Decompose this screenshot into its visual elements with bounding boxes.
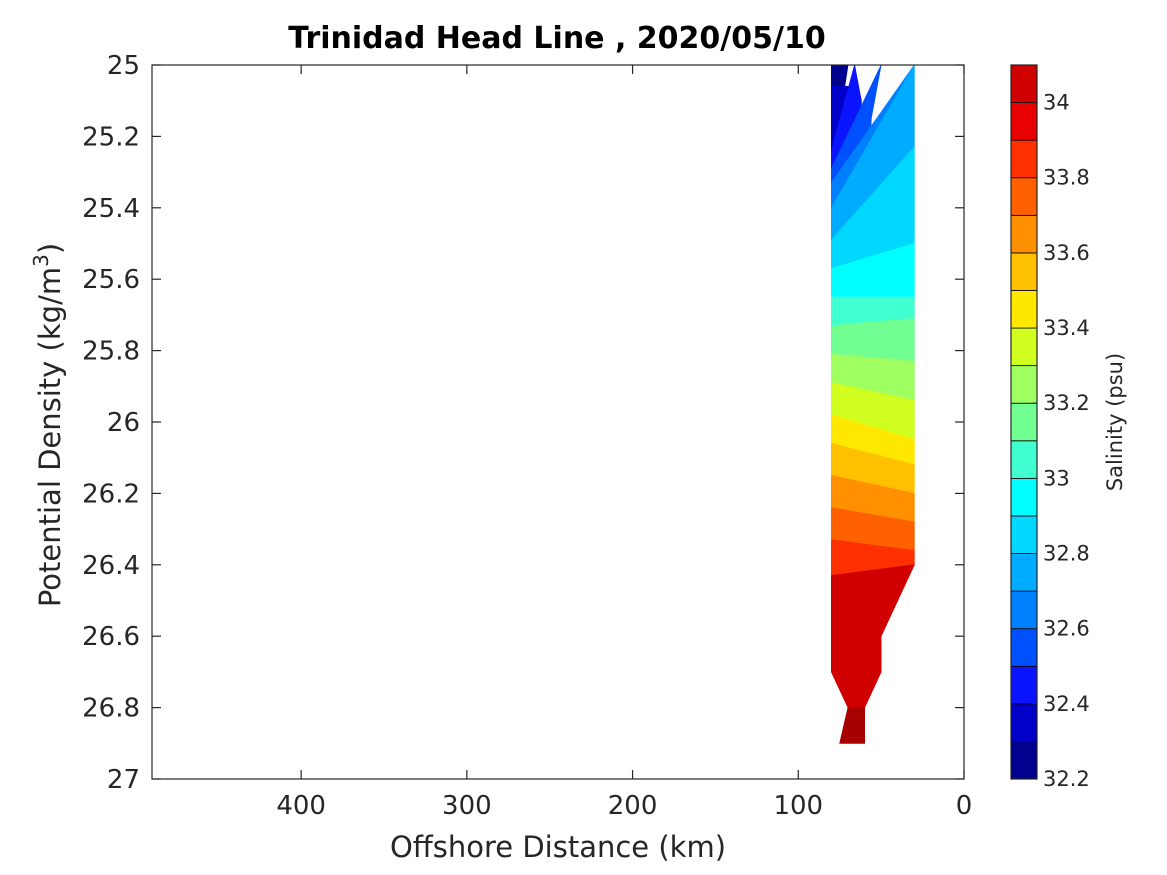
colorbar-segment (1010, 290, 1038, 329)
x-tick-label: 300 (442, 791, 492, 821)
colorbar-tick-label: 33.2 (1043, 391, 1090, 415)
y-axis-label: Potential Density (kg/m3) (29, 243, 67, 607)
x-tick-label: 200 (608, 791, 658, 821)
colorbar-segment (1010, 440, 1038, 479)
colorbar-segment (1010, 214, 1038, 254)
colorbar-tick-label: 33.8 (1043, 166, 1090, 190)
colorbar-tick-label: 32.8 (1043, 542, 1090, 566)
y-tick-label: 26.4 (82, 551, 140, 581)
colorbar-segment (1010, 628, 1038, 667)
contour-band (839, 707, 865, 744)
colorbar-segment (1010, 741, 1038, 780)
y-tick-label: 27 (107, 765, 140, 795)
colorbar-segment (1010, 553, 1038, 592)
colorbar-tick-label: 33 (1043, 466, 1070, 490)
x-tick-label: 400 (276, 791, 326, 821)
colorbar-tick-label: 32.4 (1043, 692, 1090, 716)
colorbar-segment (1010, 327, 1038, 367)
y-tick-label: 26.6 (82, 622, 140, 652)
plot-area (152, 65, 964, 779)
contour-band (831, 64, 849, 87)
y-tick-label: 26 (107, 408, 140, 438)
colorbar-segment (1010, 64, 1038, 103)
axis-ticks: 400 300 200 100 0 25 25.2 25.4 25.6 25.8 26 26.2 26.… (82, 51, 972, 821)
colorbar-segment (1010, 477, 1038, 517)
x-tick-label: 100 (773, 791, 823, 821)
y-tick-label: 26.8 (82, 694, 140, 724)
colorbar-segment (1010, 177, 1038, 216)
colorbar: 32.2 32.4 32.6 32.8 33 33.2 33.4 33.6 33.8 34 (1010, 64, 1090, 791)
colorbar-tick-label: 33.6 (1043, 241, 1090, 265)
colorbar-segment (1010, 402, 1038, 442)
colorbar-tick-label: 32.2 (1043, 767, 1090, 791)
contour-bands (831, 64, 915, 744)
colorbar-frame (1010, 64, 1038, 780)
y-tick-label: 25.6 (82, 265, 140, 295)
colorbar-segment (1010, 365, 1038, 404)
colorbar-segment (1010, 665, 1038, 705)
colorbar-segment (1010, 590, 1038, 630)
x-tick-label: 0 (956, 791, 973, 821)
y-tick-label: 25.4 (82, 194, 140, 224)
y-tick-label: 25 (107, 51, 140, 81)
colorbar-segment (1010, 102, 1038, 141)
contour-band (831, 564, 915, 708)
colorbar-tick-label: 34 (1043, 91, 1070, 115)
colorbar-segment (1010, 515, 1038, 554)
colorbar-segment (1010, 139, 1038, 179)
chart-title: Trinidad Head Line , 2020/05/10 (288, 21, 825, 56)
x-axis-label: Offshore Distance (km) (390, 830, 726, 864)
colorbar-segment (1010, 252, 1038, 291)
colorbar-tick-label: 32.6 (1043, 617, 1090, 641)
y-tick-label: 25.2 (82, 122, 140, 152)
colorbar-label: Salinity (psu) (1103, 353, 1127, 491)
y-tick-label: 25.8 (82, 337, 140, 367)
y-tick-label: 26.2 (82, 479, 140, 509)
colorbar-tick-label: 33.4 (1043, 316, 1090, 340)
colorbar-segment (1010, 703, 1038, 742)
